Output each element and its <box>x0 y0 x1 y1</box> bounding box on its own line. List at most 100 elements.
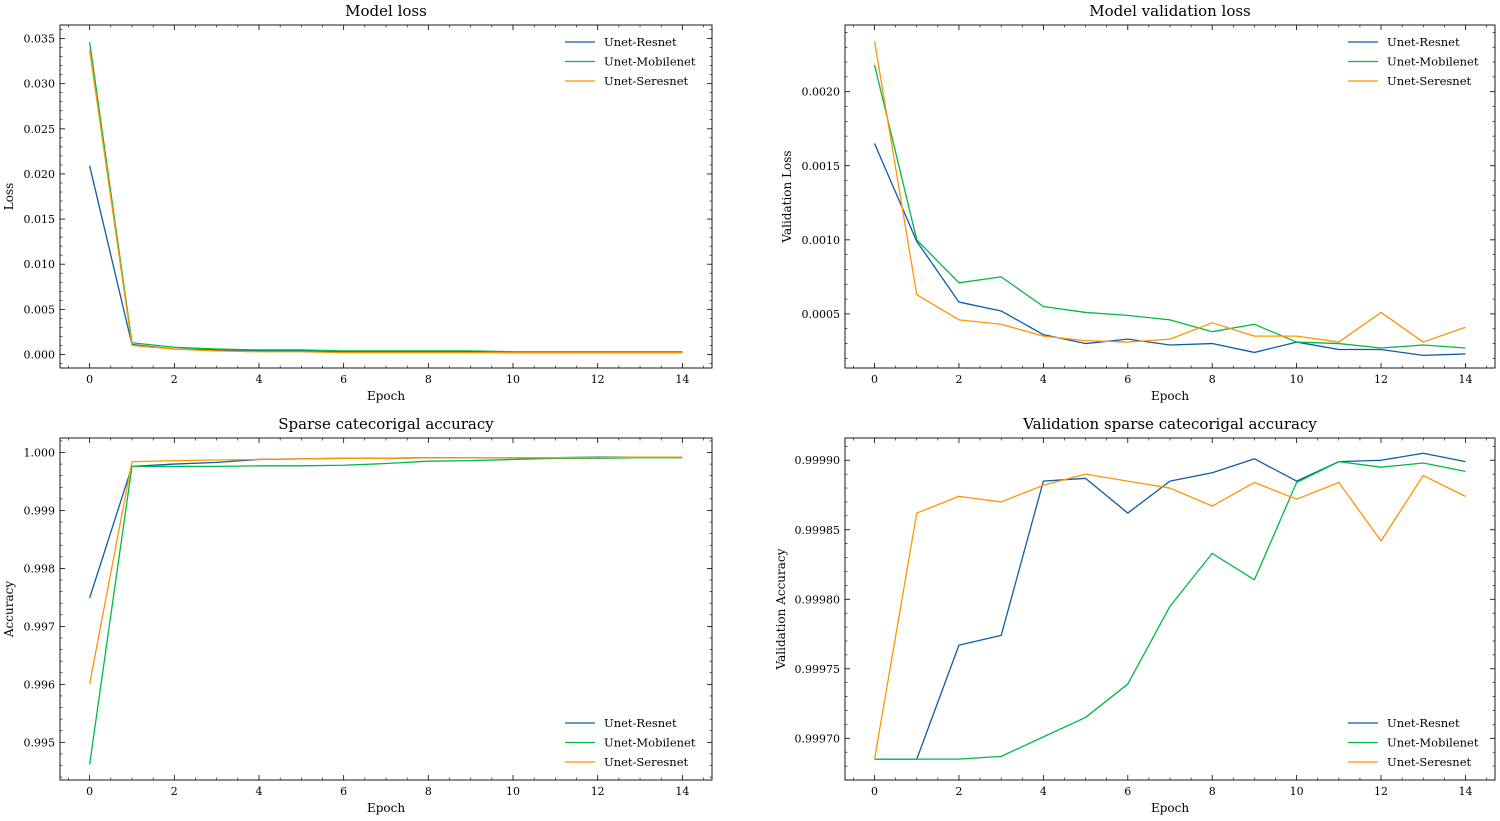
y-tick-label: 0.0010 <box>802 234 841 247</box>
x-tick-label: 12 <box>1374 373 1388 386</box>
panel-1: Model loss Epoch Loss 0 2 4 6 8 10 12 14 0.000 0.005… <box>2 2 713 403</box>
x-tick-label: 4 <box>255 785 262 798</box>
x-tick-label: 4 <box>255 373 262 386</box>
legend-label: Unet-Seresnet <box>604 755 689 769</box>
x-axis-label: Epoch <box>1151 801 1189 815</box>
x-tick-label: 14 <box>675 373 689 386</box>
x-tick-label: 0 <box>86 785 93 798</box>
x-tick-label: 2 <box>955 785 962 798</box>
legend-label: Unet-Mobilenet <box>604 736 696 750</box>
series-line-unet-seresnet <box>873 473 1466 760</box>
y-tick-label: 0.99980 <box>795 593 841 606</box>
legend-label: Unet-Mobilenet <box>604 55 696 69</box>
x-tick-label: 4 <box>1040 373 1047 386</box>
x-tick-label: 2 <box>955 373 962 386</box>
y-tick-label: 0.99985 <box>795 524 841 537</box>
axes-frame <box>59 24 713 369</box>
panel-2: Model validation loss Epoch Validation Los… <box>780 2 1496 403</box>
series-line-unet-mobilenet <box>873 64 1466 349</box>
y-axis-label: Validation Accuracy <box>774 548 788 670</box>
x-tick-label: 6 <box>1124 785 1131 798</box>
y-tick-label: 0.995 <box>24 736 56 749</box>
y-tick-label: 0.0020 <box>802 86 841 99</box>
x-tick-label: 12 <box>1374 785 1388 798</box>
y-tick-label: 0.030 <box>24 78 56 91</box>
series-line-unet-mobilenet <box>88 42 683 353</box>
chart-title: Sparse catecorigal accuracy <box>278 415 494 433</box>
series-line-unet-resnet <box>874 452 1466 760</box>
y-tick-label: 0.035 <box>24 33 56 46</box>
y-tick-label: 0.99970 <box>795 732 841 745</box>
x-tick-label: 6 <box>340 785 347 798</box>
panel-4: Validation sparse catecorigal accuracy Ep… <box>774 415 1496 815</box>
x-tick-label: 8 <box>425 373 432 386</box>
y-tick-label: 0.996 <box>24 678 56 691</box>
legend-label: Unet-Resnet <box>604 716 677 730</box>
y-tick-label: 0.999 <box>24 504 56 517</box>
x-axis-label: Epoch <box>367 801 405 815</box>
legend-label: Unet-Mobilenet <box>1387 55 1479 69</box>
x-tick-label: 4 <box>1040 785 1047 798</box>
legend-label: Unet-Seresnet <box>1387 755 1472 769</box>
x-tick-label: 14 <box>1458 785 1472 798</box>
axes-frame <box>844 437 1496 781</box>
series-line-unet-seresnet <box>873 41 1466 343</box>
x-tick-label: 10 <box>1290 373 1304 386</box>
y-tick-label: 0.005 <box>24 303 56 316</box>
y-axis-label: Loss <box>2 183 16 211</box>
x-tick-label: 14 <box>1458 373 1472 386</box>
x-tick-label: 8 <box>1209 785 1216 798</box>
panel-3: Sparse catecorigal accuracy Epoch Accuracy… <box>2 415 713 815</box>
x-axis-label: Epoch <box>367 389 405 403</box>
y-tick-label: 0.025 <box>24 123 56 136</box>
y-tick-label: 0.010 <box>24 258 56 271</box>
x-axis-label: Epoch <box>1151 389 1189 403</box>
x-tick-label: 8 <box>425 785 432 798</box>
legend-label: Unet-Resnet <box>604 35 677 49</box>
y-tick-label: 0.0005 <box>802 308 841 321</box>
y-axis-label: Validation Loss <box>780 150 794 243</box>
y-tick-label: 0.997 <box>24 620 56 633</box>
series-line-unet-mobilenet <box>874 460 1466 760</box>
y-tick-label: 0.99990 <box>795 454 841 467</box>
y-axis-label: Accuracy <box>2 581 16 638</box>
legend-label: Unet-Resnet <box>1387 35 1460 49</box>
chart-title: Validation sparse catecorigal accuracy <box>1022 415 1317 433</box>
series-line-unet-seresnet <box>89 456 683 684</box>
x-tick-label: 10 <box>506 785 520 798</box>
y-tick-label: 0.0015 <box>802 160 841 173</box>
chart-title: Model validation loss <box>1089 2 1251 20</box>
axes-frame <box>59 437 713 781</box>
legend-label: Unet-Seresnet <box>604 74 689 88</box>
axes-frame <box>844 24 1496 369</box>
legend-label: Unet-Seresnet <box>1387 74 1472 88</box>
y-tick-label: 0.998 <box>24 562 56 575</box>
y-tick-label: 0.99975 <box>795 663 841 676</box>
y-tick-label: 0.015 <box>24 213 56 226</box>
x-tick-label: 2 <box>171 785 178 798</box>
x-tick-label: 10 <box>506 373 520 386</box>
series-line-unet-resnet <box>873 143 1466 357</box>
y-tick-label: 0.020 <box>24 168 56 181</box>
x-tick-label: 14 <box>675 785 689 798</box>
x-tick-label: 12 <box>591 785 605 798</box>
x-tick-label: 12 <box>591 373 605 386</box>
x-tick-label: 6 <box>1124 373 1131 386</box>
series-line-unet-seresnet <box>88 50 683 354</box>
series-line-unet-resnet <box>89 456 683 599</box>
x-tick-label: 0 <box>871 373 878 386</box>
y-tick-label: 0.000 <box>24 348 56 361</box>
x-tick-label: 8 <box>1209 373 1216 386</box>
x-tick-label: 10 <box>1290 785 1304 798</box>
series-line-unet-resnet <box>89 165 683 354</box>
x-tick-label: 2 <box>171 373 178 386</box>
x-tick-label: 6 <box>340 373 347 386</box>
x-tick-label: 0 <box>86 373 93 386</box>
legend-label: Unet-Resnet <box>1387 716 1460 730</box>
legend-label: Unet-Mobilenet <box>1387 736 1479 750</box>
y-tick-label: 1.000 <box>24 446 56 459</box>
x-tick-label: 0 <box>871 785 878 798</box>
chart-title: Model loss <box>345 2 427 20</box>
series-line-unet-mobilenet <box>88 457 683 765</box>
